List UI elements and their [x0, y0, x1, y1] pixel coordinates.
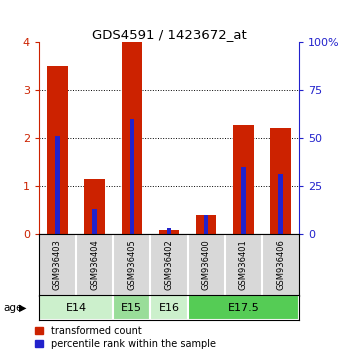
Text: GSM936404: GSM936404 — [90, 239, 99, 290]
Text: GSM936403: GSM936403 — [53, 239, 62, 290]
Bar — [270, 127, 291, 234]
Bar — [47, 67, 68, 234]
Text: GSM936402: GSM936402 — [165, 239, 173, 290]
Text: E17.5: E17.5 — [227, 303, 259, 313]
Text: ▶: ▶ — [19, 303, 26, 313]
Bar — [150, 295, 188, 320]
Bar — [278, 175, 283, 234]
Title: GDS4591 / 1423672_at: GDS4591 / 1423672_at — [92, 28, 246, 41]
Bar — [167, 228, 171, 234]
Text: age: age — [3, 303, 23, 313]
Legend: transformed count, percentile rank within the sample: transformed count, percentile rank withi… — [35, 326, 216, 349]
Bar — [188, 295, 299, 320]
Bar — [39, 295, 113, 320]
Text: E14: E14 — [66, 303, 87, 313]
Bar — [55, 136, 60, 234]
Bar — [233, 125, 254, 234]
Text: GSM936401: GSM936401 — [239, 239, 248, 290]
Text: E16: E16 — [159, 303, 179, 313]
Bar — [122, 42, 142, 234]
Bar — [241, 167, 246, 234]
Bar — [204, 215, 209, 234]
Bar — [196, 216, 216, 234]
Bar — [92, 209, 97, 234]
Bar — [113, 295, 150, 320]
Bar — [84, 179, 105, 234]
Bar — [159, 230, 179, 234]
Text: GSM936400: GSM936400 — [202, 239, 211, 290]
Text: GSM936406: GSM936406 — [276, 239, 285, 290]
Text: GSM936405: GSM936405 — [127, 239, 136, 290]
Bar — [129, 119, 134, 234]
Text: E15: E15 — [121, 303, 142, 313]
